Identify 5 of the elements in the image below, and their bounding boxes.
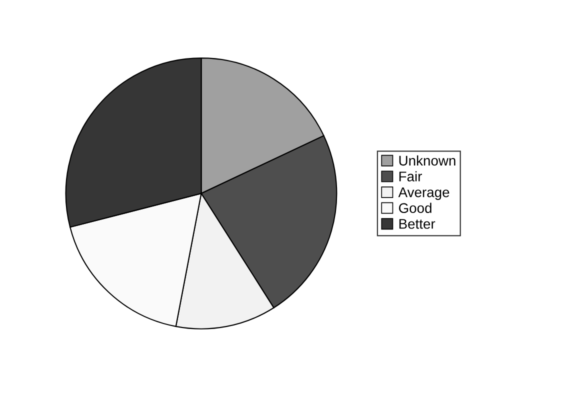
legend-label: Unknown	[399, 155, 456, 166]
legend-label: Good	[398, 202, 432, 214]
legend-label: Fair	[399, 171, 422, 182]
legend-label: Average	[398, 188, 450, 200]
legend-label: Better	[399, 219, 436, 229]
